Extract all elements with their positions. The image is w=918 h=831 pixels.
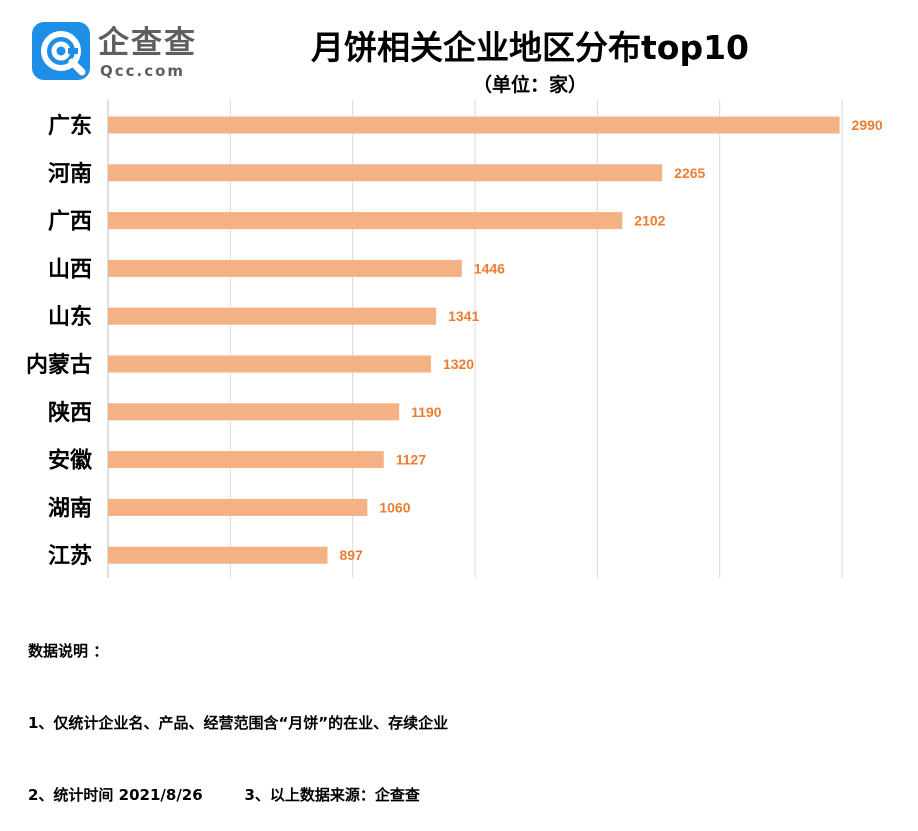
notes-line-1: 1、仅统计企业名、产品、经营范围含“月饼”的在业、存续企业	[28, 714, 449, 732]
category-label: 湖南	[48, 496, 92, 521]
category-label: 陕西	[48, 401, 92, 426]
category-label: 广西	[48, 209, 92, 235]
category-label: 安徽	[48, 448, 93, 474]
chart-title: 月饼相关企业地区分布top10	[311, 28, 749, 67]
bar	[108, 164, 663, 182]
value-label: 897	[339, 547, 363, 563]
qcc-logo-icon	[32, 22, 90, 80]
category-label: 广东	[48, 113, 92, 139]
category-label: 内蒙古	[26, 352, 92, 378]
logo-domain: Qcc.com	[100, 62, 186, 80]
value-label: 2102	[634, 213, 665, 229]
value-label: 1190	[411, 404, 442, 420]
value-label: 1446	[474, 260, 505, 276]
notes-heading: 数据说明 ：	[28, 642, 109, 660]
logo-name-cn: 企查查	[98, 25, 197, 61]
bar	[108, 307, 437, 325]
bar	[108, 355, 431, 373]
bar	[108, 546, 328, 564]
value-label: 1341	[448, 308, 479, 324]
bar	[108, 116, 840, 134]
chart-unit: （单位：家）	[472, 74, 587, 96]
data-notes: 数据说明 ： 1、仅统计企业名、产品、经营范围含“月饼”的在业、存续企业 2、统…	[28, 591, 448, 831]
qcc-logo: 企查查 Qcc.com	[32, 22, 212, 82]
value-labels: 2990 2265 2102 1446 1341 1320 1190 1127 1060 897	[339, 117, 882, 563]
bars	[108, 116, 840, 564]
bar	[108, 212, 623, 230]
category-label: 河南	[48, 162, 92, 187]
value-label: 2265	[674, 165, 705, 181]
bar	[108, 259, 462, 277]
notes-line-2: 2、统计时间 2021/8/26 3、以上数据来源：企查查	[28, 786, 420, 804]
value-label: 2990	[852, 117, 883, 133]
category-label: 江苏	[48, 543, 92, 569]
value-label: 1060	[379, 499, 410, 515]
bar	[108, 498, 368, 516]
bar	[108, 403, 400, 421]
value-label: 1320	[443, 356, 474, 372]
category-label: 山西	[48, 257, 92, 282]
bar	[108, 451, 384, 469]
value-label: 1127	[396, 452, 427, 468]
category-label: 山东	[48, 304, 92, 330]
